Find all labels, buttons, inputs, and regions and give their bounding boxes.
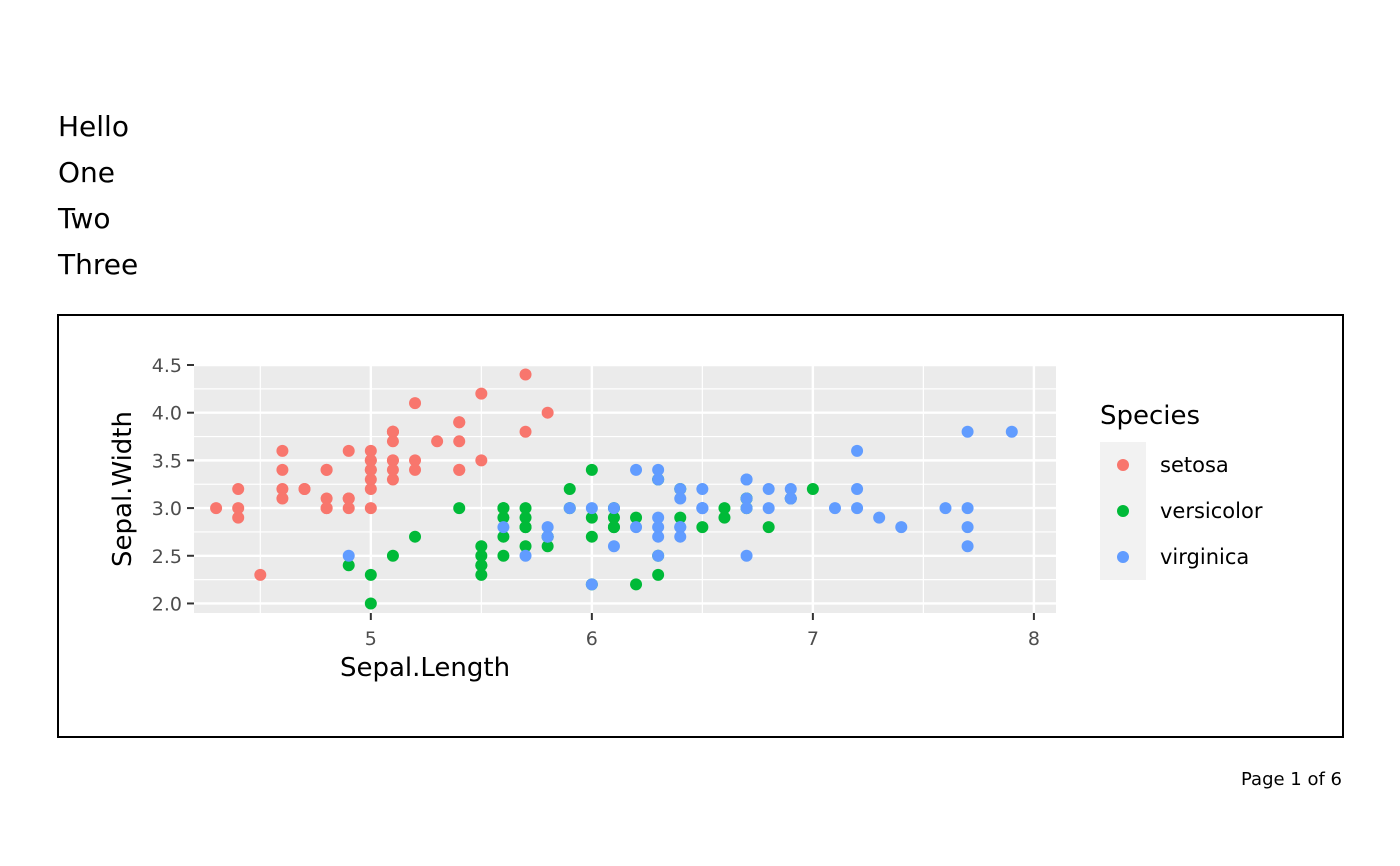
- header-line-hello: Hello: [58, 110, 129, 143]
- header-lines: Hello One Two Three: [58, 106, 138, 290]
- header-line-three: Three: [58, 248, 139, 281]
- page-indicator: Page 1 of 6: [1241, 769, 1342, 790]
- chart-frame: [57, 314, 1344, 738]
- header-line-one: One: [58, 156, 116, 189]
- header-line-two: Two: [58, 202, 111, 235]
